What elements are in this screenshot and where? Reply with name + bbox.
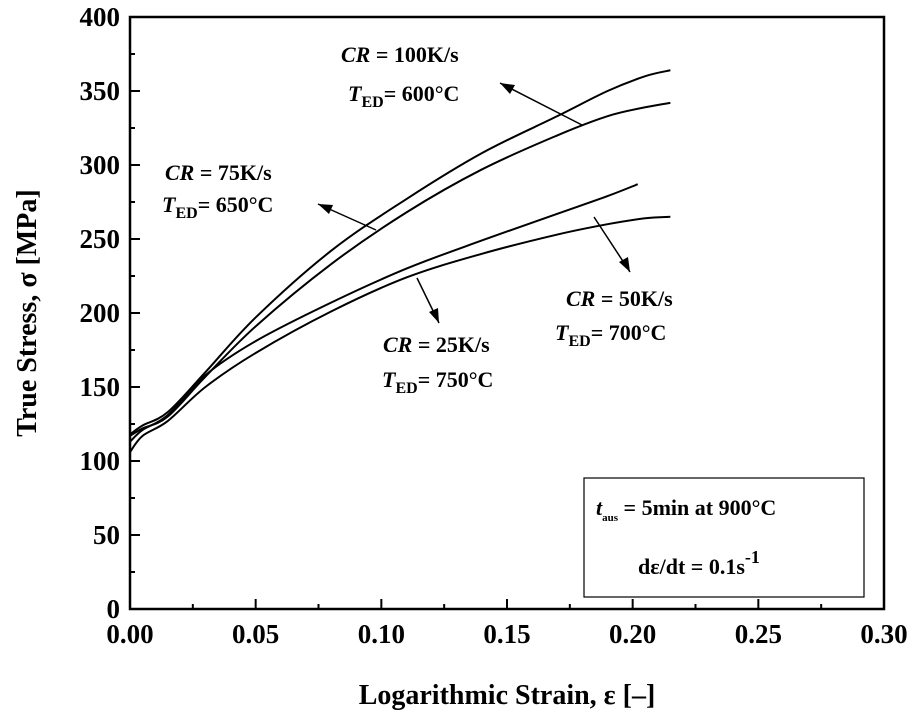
annotation-cr25-cr: CR xyxy=(383,332,412,357)
annotation-cr25-t-value: = 750°C xyxy=(418,367,494,392)
series-line-cr100 xyxy=(129,69,671,436)
annotation-cr25: CR = 25K/s TED= 750°C xyxy=(382,277,493,397)
svg-text:CR = 50K/s: CR = 50K/s xyxy=(566,286,673,311)
x-tick-label: 0.30 xyxy=(860,619,907,649)
y-tick-label: 250 xyxy=(80,224,121,254)
annotation-cr75: CR = 75K/s TED= 650°C xyxy=(162,160,377,231)
svg-text:CR = 100K/s: CR = 100K/s xyxy=(341,42,459,67)
tick-layer: 0.00 0.05 0.10 0.15 0.20 0.25 0.30 0 50 100 150 200… xyxy=(80,2,908,649)
annotation-cr50-t-sub: ED xyxy=(568,333,590,350)
svg-text:TED= 650°C: TED= 650°C xyxy=(162,192,273,222)
annotation-cr100-arrowhead xyxy=(500,83,515,94)
x-tick-label: 0.25 xyxy=(735,619,782,649)
y-tick-label: 50 xyxy=(93,520,120,550)
x-tick-label: 0.00 xyxy=(106,619,153,649)
annotation-cr75-cr: CR xyxy=(165,160,194,185)
annotation-cr25-arrowhead xyxy=(429,308,439,323)
y-tick-label: 100 xyxy=(80,446,121,476)
annotation-cr100-t: T xyxy=(348,81,363,106)
annotation-cr75-arrowhead xyxy=(318,204,333,214)
annotation-cr75-t-value: = 650°C xyxy=(198,192,274,217)
annotation-cr25-t-sub: ED xyxy=(395,380,417,397)
annotation-cr50-t-value: = 700°C xyxy=(591,320,667,345)
annotation-cr50-cr-value: = 50K/s xyxy=(595,286,673,311)
y-tick-label: 150 xyxy=(80,372,121,402)
svg-text:CR = 75K/s: CR = 75K/s xyxy=(165,160,272,185)
svg-text:dε/dt = 0.1s-1: dε/dt = 0.1s-1 xyxy=(638,547,760,579)
annotation-cr75-t: T xyxy=(162,192,177,217)
x-tick-label: 0.20 xyxy=(609,619,656,649)
annotation-cr100-t-sub: ED xyxy=(361,94,383,111)
info-box-frame xyxy=(583,477,865,598)
x-tick-label: 0.10 xyxy=(358,619,405,649)
info-line2: dε/dt = 0.1s xyxy=(638,554,745,579)
annotation-cr75-cr-value: = 75K/s xyxy=(194,160,272,185)
annotation-cr25-cr-value: = 25K/s xyxy=(412,332,490,357)
annotation-cr25-t: T xyxy=(382,367,397,392)
x-tick-label: 0.15 xyxy=(483,619,530,649)
annotation-cr50-t: T xyxy=(555,320,570,345)
info-t: t xyxy=(596,495,603,520)
series-layer xyxy=(129,69,671,453)
series-line-cr50 xyxy=(129,183,639,443)
plot-frame xyxy=(128,15,886,611)
annotation-cr100-t-value: = 600°C xyxy=(384,81,460,106)
x-tick-label: 0.05 xyxy=(232,619,279,649)
annotation-cr100-cr-value: = 100K/s xyxy=(370,42,459,67)
annotation-cr100-cr: CR xyxy=(341,42,370,67)
annotation-cr50: CR = 50K/s TED= 700°C xyxy=(555,216,673,350)
y-tick-label: 0 xyxy=(107,594,121,624)
y-tick-label: 200 xyxy=(80,298,121,328)
info-line1: = 5min at 900°C xyxy=(618,495,776,520)
info-box: taus = 5min at 900°C dε/dt = 0.1s-1 xyxy=(583,477,865,598)
y-tick-label: 350 xyxy=(80,76,121,106)
annotation-cr75-t-sub: ED xyxy=(175,205,197,222)
info-line2-sup: -1 xyxy=(745,547,760,567)
svg-text:CR = 25K/s: CR = 25K/s xyxy=(383,332,490,357)
annotation-cr50-cr: CR xyxy=(566,286,595,311)
series-line-cr25 xyxy=(129,215,671,453)
annotation-cr100: CR = 100K/s TED= 600°C xyxy=(341,42,583,126)
y-tick-label: 300 xyxy=(80,150,121,180)
info-t-sub: aus xyxy=(602,512,619,524)
svg-text:taus = 5min at 900°C: taus = 5min at 900°C xyxy=(596,495,776,524)
svg-text:TED= 700°C: TED= 700°C xyxy=(555,320,666,350)
y-tick-label: 400 xyxy=(80,2,121,32)
annotation-cr100-arrow xyxy=(499,82,583,126)
annotation-cr50-arrowhead xyxy=(619,257,630,272)
series-line-cr75 xyxy=(129,101,671,437)
svg-text:TED= 750°C: TED= 750°C xyxy=(382,367,493,397)
y-axis-title: True Stress, σ [MPa] xyxy=(12,189,43,436)
svg-text:TED= 600°C: TED= 600°C xyxy=(348,81,459,111)
x-axis-title: Logarithmic Strain, ε [–] xyxy=(359,680,656,711)
